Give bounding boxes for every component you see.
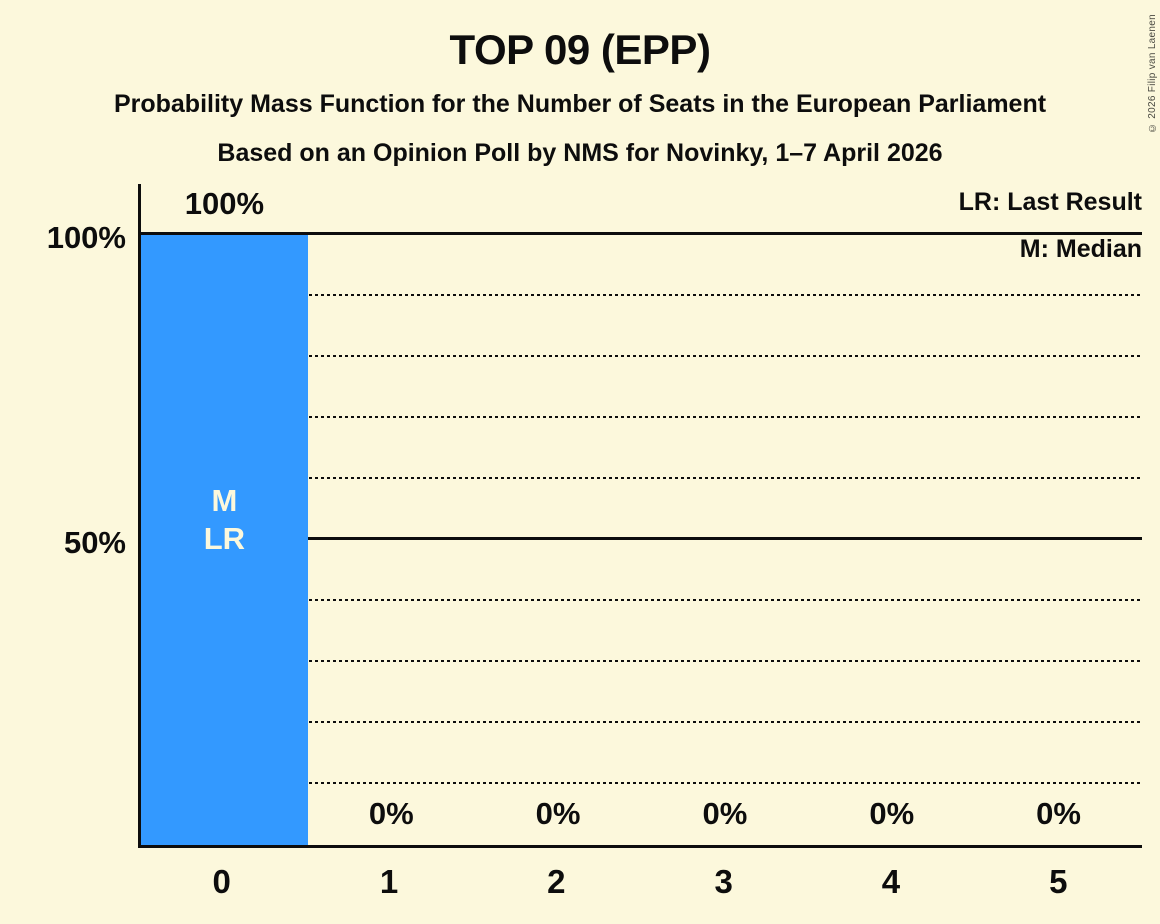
bar-value-label: 100%: [184, 186, 265, 221]
bar-value-label: 0%: [869, 796, 915, 831]
bar-value-label: 0%: [702, 796, 748, 831]
gridline-dotted-20: [141, 721, 1142, 723]
bar-annotation-line: LR: [203, 521, 246, 557]
x-axis-tick-5: 5: [1049, 863, 1068, 900]
bar-annotation-median-lastresult: M LR: [141, 482, 308, 558]
legend-last-result: LR: Last Result: [958, 188, 1142, 216]
bar-annotation-line: M: [211, 483, 238, 519]
gridline-dotted-70: [141, 416, 1142, 418]
gridline-dotted-10: [141, 782, 1142, 784]
y-axis-tick-100: 100%: [46, 220, 126, 255]
plot-area: 100% 0% 0% 0% 0% 0% M LR: [138, 184, 1142, 848]
chart-subtitle: Probability Mass Function for the Number…: [113, 90, 1047, 118]
bar-seats-0: [141, 235, 308, 845]
legend-median: M: Median: [1019, 235, 1142, 263]
chart-poll-note: Based on an Opinion Poll by NMS for Novi…: [217, 139, 943, 167]
gridline-dotted-80: [141, 355, 1142, 357]
bar-value-label: 0%: [1036, 796, 1081, 831]
chart-title: TOP 09 (EPP): [449, 26, 711, 73]
y-axis-tick-50: 50%: [63, 525, 126, 560]
x-axis: 0 1 2 3 4 5: [138, 858, 1142, 914]
bar-value-label: 0%: [535, 796, 581, 831]
plot-scale: 100% 0% 0% 0% 0% 0% M LR: [141, 186, 1142, 845]
x-axis-tick-0: 0: [212, 863, 231, 900]
gridline-dotted-30: [141, 660, 1142, 662]
x-axis-tick-2: 2: [547, 863, 566, 900]
x-axis-tick-4: 4: [881, 863, 901, 900]
bar-value-label: 0%: [368, 796, 414, 831]
gridline-dotted-90: [141, 294, 1142, 296]
gridline-solid-50: [141, 537, 1142, 540]
gridline-dotted-40: [141, 599, 1142, 601]
gridline-dotted-60: [141, 477, 1142, 479]
gridline-solid-100: [141, 232, 1142, 235]
x-axis-tick-1: 1: [379, 863, 399, 900]
x-axis-tick-3: 3: [714, 863, 733, 900]
